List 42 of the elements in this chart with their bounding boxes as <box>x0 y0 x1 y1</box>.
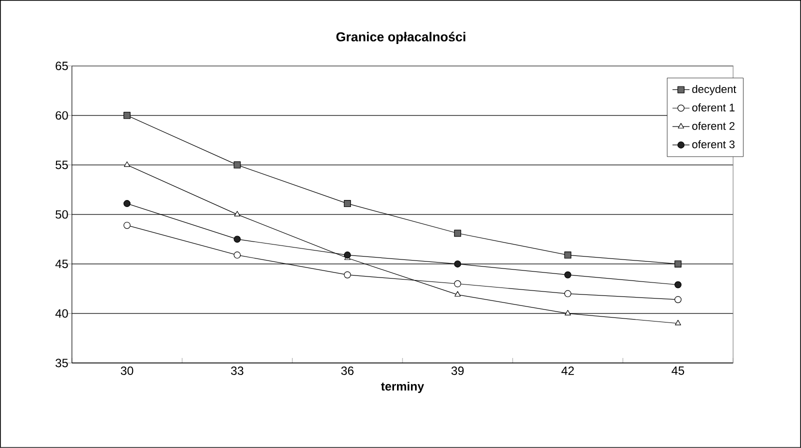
point <box>454 291 461 297</box>
x-axis-title: terminy <box>381 382 424 394</box>
legend-label: oferent 1 <box>692 103 735 112</box>
point <box>674 260 682 268</box>
x-tick-label: 30 <box>120 366 134 376</box>
y-tick-label: 35 <box>56 358 68 368</box>
point <box>564 290 572 298</box>
point <box>124 222 131 229</box>
point <box>234 210 240 216</box>
point <box>564 252 572 259</box>
point <box>344 200 351 208</box>
y-tick-label: 65 <box>56 62 68 70</box>
y-tick-label: 60 <box>56 111 68 120</box>
point <box>674 281 682 288</box>
point <box>124 112 131 119</box>
y-tick-label: 55 <box>56 160 68 170</box>
y-tick-label: 50 <box>56 210 68 219</box>
y-tick-label: 40 <box>55 309 68 318</box>
point <box>124 161 130 167</box>
point <box>454 230 462 237</box>
point <box>564 271 572 278</box>
point <box>454 260 462 268</box>
y-tick-label: 45 <box>55 260 68 268</box>
chart-title: Granice opłacalności <box>336 32 466 44</box>
x-tick-label: 42 <box>561 366 574 375</box>
point <box>454 280 462 288</box>
point <box>674 296 682 304</box>
x-tick-label: 33 <box>231 366 244 376</box>
point <box>124 200 131 208</box>
point <box>234 161 241 168</box>
legend-label: decydent <box>692 85 736 96</box>
point <box>344 252 351 259</box>
point <box>674 320 682 326</box>
x-tick-label: 39 <box>451 366 464 376</box>
point <box>234 236 241 243</box>
x-tick-label: 36 <box>341 366 354 376</box>
legend-label: oferent 2 <box>692 122 734 130</box>
point <box>344 271 351 278</box>
point <box>564 310 571 316</box>
point <box>234 252 241 259</box>
legend-label: oferent 3 <box>692 140 735 148</box>
x-tick-label: 45 <box>672 366 684 375</box>
